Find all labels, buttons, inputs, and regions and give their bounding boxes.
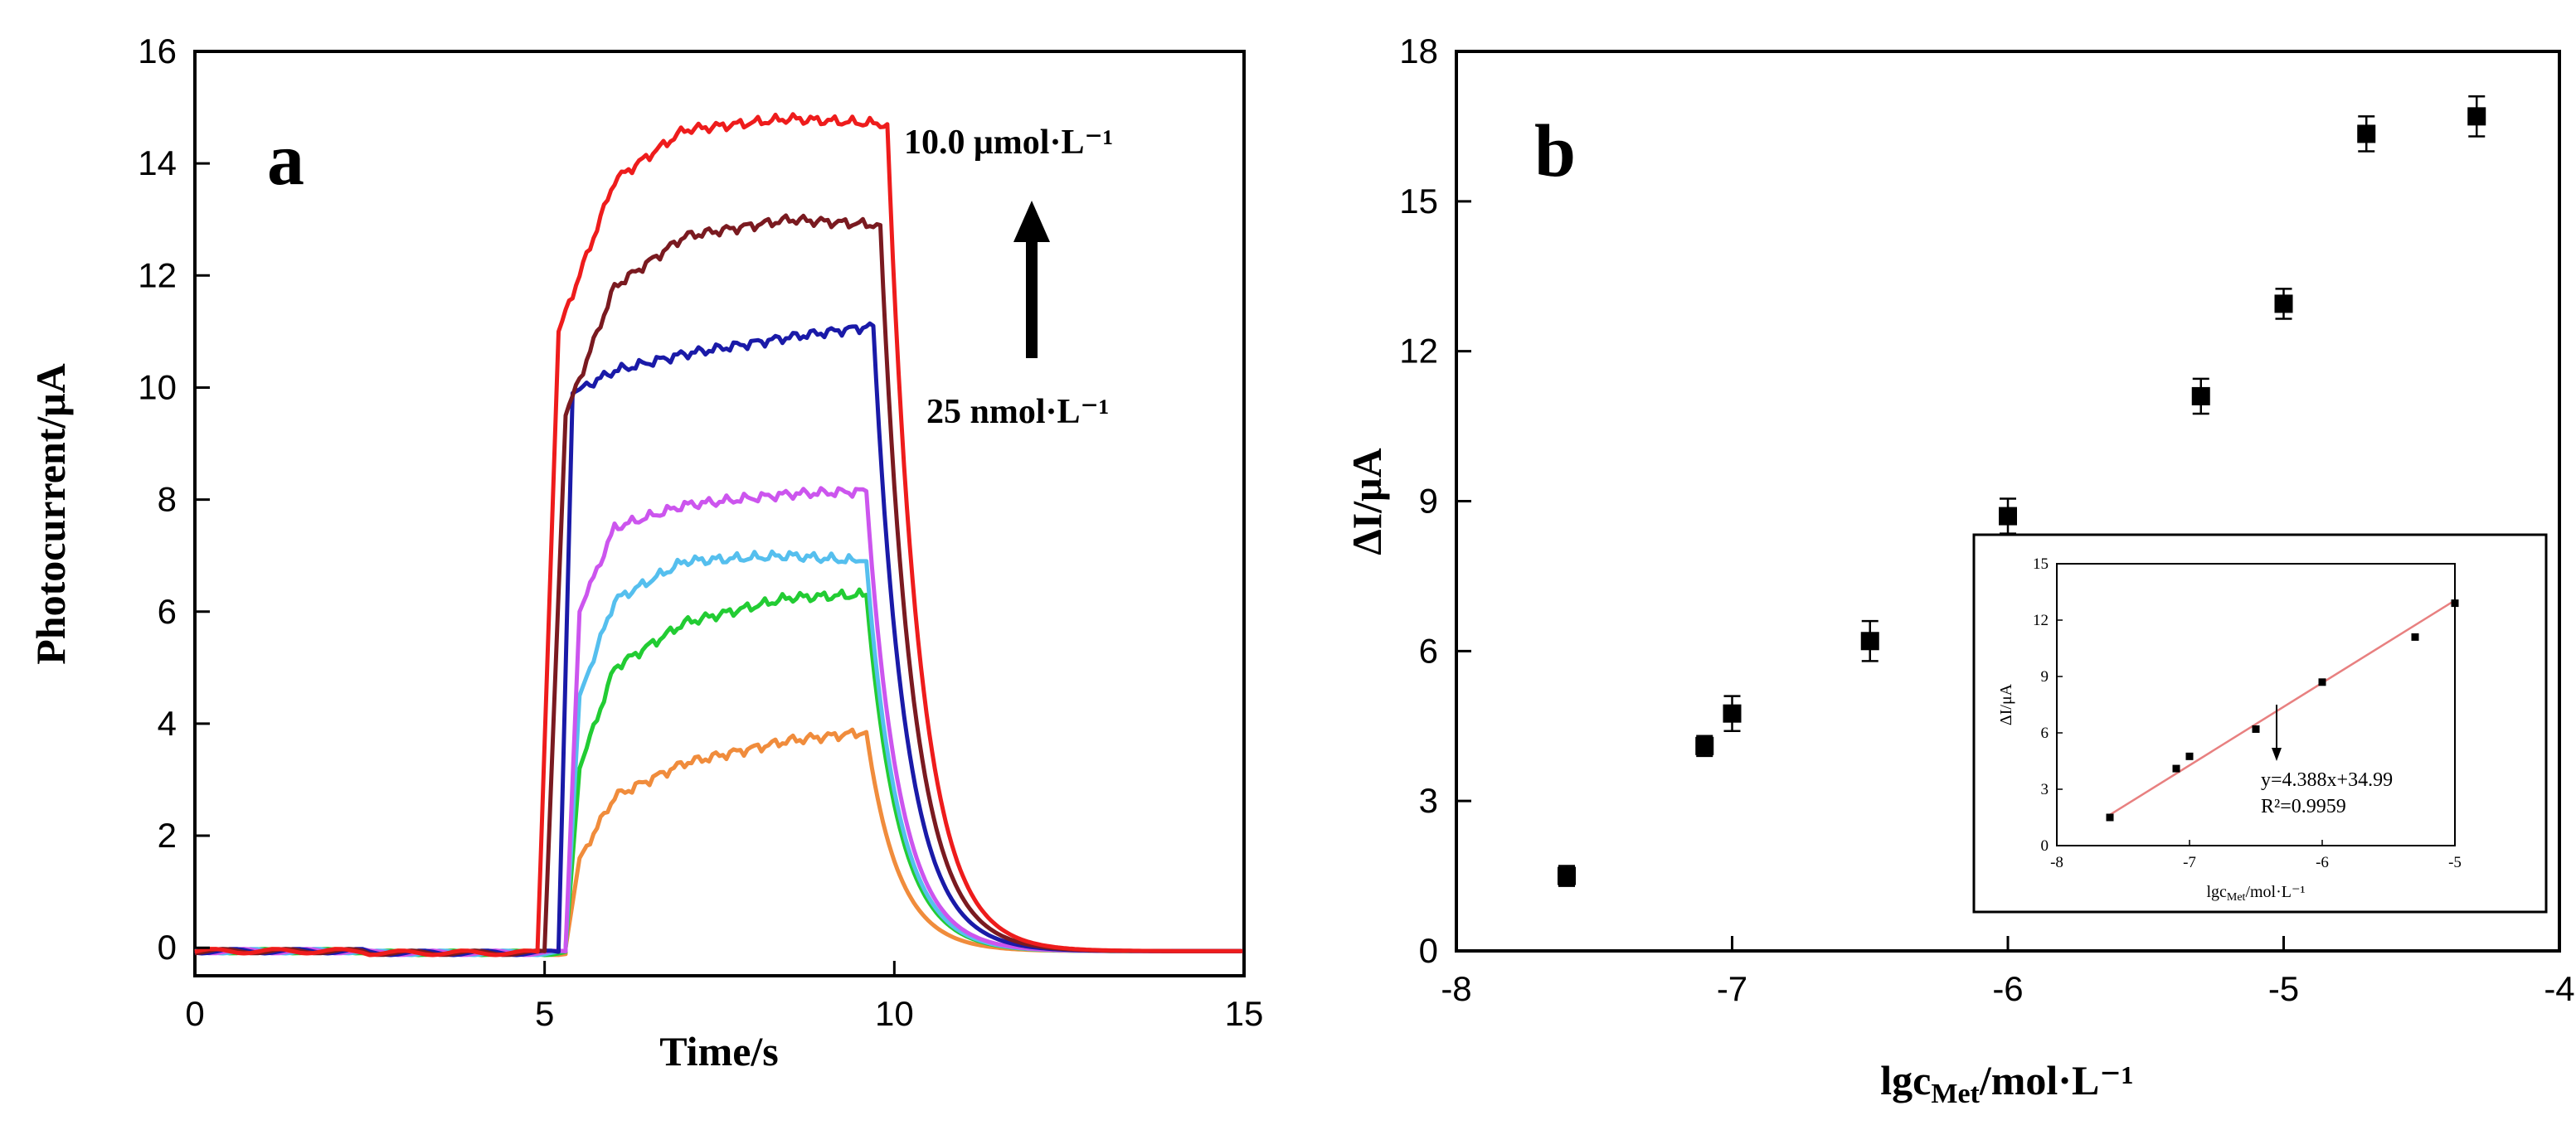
panel-a-frame bbox=[193, 50, 1246, 977]
x-tick-label: 5 bbox=[535, 994, 554, 1033]
x-tick-label: 15 bbox=[1225, 994, 1264, 1033]
y-tick-label: 15 bbox=[1399, 182, 1438, 221]
panel-b-x-axis-title-prefix: lgc bbox=[1880, 1057, 1931, 1103]
data-point bbox=[2357, 124, 2376, 143]
inset-x-axis-title: lgcMet/mol·L⁻¹ bbox=[2206, 883, 2305, 904]
y-tick-label: 16 bbox=[138, 32, 177, 70]
inset-data-point bbox=[2318, 678, 2326, 686]
y-tick-label: 18 bbox=[1399, 32, 1438, 70]
inset-y-axis-title: ΔI/μA bbox=[1997, 683, 2015, 725]
inset-x-tick-label: -5 bbox=[2448, 854, 2462, 871]
x-tick-label: 10 bbox=[875, 994, 914, 1033]
data-point bbox=[1999, 507, 2017, 526]
panel-b-inset: -8 -7 -6 -5 0 3 6 9 12 15 y=4.388x+34.99 R²=0.995… bbox=[1972, 533, 2548, 914]
x-tick-label: -4 bbox=[2544, 969, 2574, 1008]
inset-x-axis-title-subscript: Met bbox=[2227, 891, 2246, 904]
panel-a: 0 5 10 15 0 2 4 6 8 10 12 14 16 a 10.0 μmol·L⁻¹ 25 n… bbox=[27, 32, 1263, 1074]
inset-data-point bbox=[2411, 633, 2419, 641]
data-point bbox=[1695, 736, 1714, 755]
y-tick-label: 6 bbox=[1419, 631, 1438, 670]
panel-b-label: b bbox=[1534, 110, 1576, 192]
series-line bbox=[194, 587, 1242, 958]
y-tick-label: 0 bbox=[158, 928, 177, 967]
inset-x-tick-label: -6 bbox=[2316, 854, 2329, 871]
panel-b-x-axis-title-suffix: /mol·L⁻¹ bbox=[1979, 1057, 2134, 1103]
y-tick-label: 10 bbox=[138, 367, 177, 406]
panel-b-points-group bbox=[1558, 95, 2486, 887]
inset-y-tick-label: 12 bbox=[2033, 612, 2049, 629]
panel-a-top-concentration: 10.0 μmol·L⁻¹ bbox=[904, 124, 1113, 162]
y-tick-label: 14 bbox=[138, 143, 177, 182]
panel-a-ticks: 0 5 10 15 0 2 4 6 8 10 12 14 16 bbox=[138, 32, 1263, 1033]
inset-x-tick-label: -7 bbox=[2183, 854, 2196, 871]
panel-a-series-group bbox=[194, 112, 1243, 958]
y-tick-label: 0 bbox=[1419, 931, 1438, 970]
up-arrow-icon bbox=[1013, 201, 1050, 358]
inset-fit-group bbox=[2109, 599, 2456, 816]
inset-x-axis-title-prefix: lgc bbox=[2206, 883, 2227, 901]
panel-a-x-axis-title: Time/s bbox=[659, 1028, 779, 1074]
series-line bbox=[194, 213, 1242, 958]
inset-x-axis-title-suffix: /mol·L⁻¹ bbox=[2245, 883, 2305, 901]
inset-plot-area bbox=[2056, 563, 2456, 846]
data-point bbox=[1558, 866, 1576, 885]
x-tick-label: -6 bbox=[1992, 969, 2023, 1008]
panel-a-label: a bbox=[267, 119, 304, 201]
inset-down-arrow-icon bbox=[2272, 705, 2282, 761]
inset-y-tick-label: 6 bbox=[2041, 725, 2049, 742]
inset-data-point bbox=[2185, 752, 2194, 760]
inset-r-squared: R²=0.9959 bbox=[2261, 796, 2346, 817]
panel-b-x-axis-title: lgcMet/mol·L⁻¹ bbox=[1880, 1057, 2133, 1109]
y-tick-label: 8 bbox=[158, 480, 177, 519]
series-line bbox=[194, 112, 1243, 958]
panel-a-y-axis-title: Photocurrent/μA bbox=[27, 363, 74, 664]
x-tick-label: -5 bbox=[2268, 969, 2299, 1008]
data-point bbox=[2191, 386, 2210, 405]
inset-fit-line bbox=[2109, 599, 2456, 816]
inset-x-tick-label: -8 bbox=[2050, 854, 2063, 871]
inset-ticks: -8 -7 -6 -5 0 3 6 9 12 15 bbox=[2033, 555, 2462, 871]
inset-y-tick-label: 9 bbox=[2041, 668, 2049, 686]
y-tick-label: 6 bbox=[158, 592, 177, 631]
panel-b-y-axis-title: ΔI/μA bbox=[1344, 448, 1390, 555]
data-point bbox=[2467, 107, 2486, 126]
y-tick-label: 2 bbox=[158, 816, 177, 855]
y-tick-label: 3 bbox=[1419, 781, 1438, 820]
y-tick-label: 12 bbox=[138, 255, 177, 294]
inset-data-point bbox=[2172, 764, 2180, 773]
data-point bbox=[1860, 632, 1879, 651]
inset-y-tick-label: 15 bbox=[2033, 555, 2049, 573]
y-tick-label: 4 bbox=[158, 704, 177, 743]
data-point bbox=[2274, 294, 2293, 313]
data-point bbox=[1723, 704, 1742, 723]
panel-b-x-axis-title-subscript: Met bbox=[1931, 1079, 1980, 1109]
x-tick-label: -8 bbox=[1441, 969, 1471, 1008]
inset-y-tick-label: 3 bbox=[2041, 781, 2049, 798]
y-tick-label: 9 bbox=[1419, 482, 1438, 521]
inset-frame bbox=[1972, 533, 2548, 914]
inset-data-point bbox=[2106, 813, 2114, 822]
x-tick-label: 0 bbox=[185, 994, 204, 1033]
series-line bbox=[194, 727, 1242, 958]
inset-data-point bbox=[2252, 725, 2260, 733]
x-tick-label: -7 bbox=[1717, 969, 1747, 1008]
inset-data-point bbox=[2451, 599, 2459, 608]
y-tick-label: 12 bbox=[1399, 332, 1438, 371]
inset-points-group bbox=[2106, 599, 2459, 822]
panel-a-bottom-concentration: 25 nmol·L⁻¹ bbox=[926, 393, 1109, 431]
panel-b-ticks: -8 -7 -6 -5 -4 0 3 6 9 12 15 18 bbox=[1399, 32, 2574, 1008]
inset-equation: y=4.388x+34.99 bbox=[2261, 769, 2393, 791]
inset-y-tick-label: 0 bbox=[2041, 837, 2049, 855]
